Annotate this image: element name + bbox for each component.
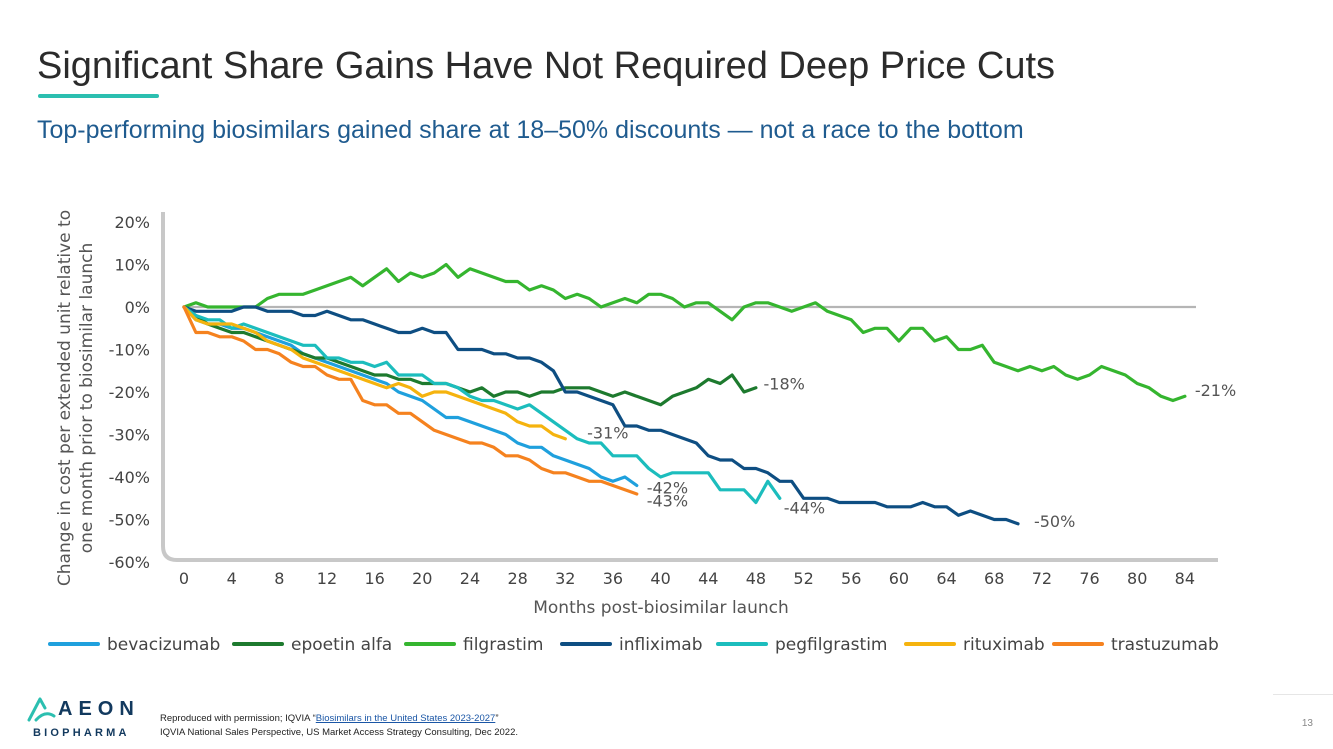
- x-tick-label: 40: [650, 569, 670, 588]
- y-axis-label-line-1: Change in cost per extended unit relativ…: [55, 210, 75, 586]
- x-axis-label: Months post-biosimilar launch: [533, 598, 789, 618]
- y-tick-label: 20%: [114, 213, 150, 232]
- legend-label-filgrastim: filgrastim: [463, 635, 543, 655]
- corner-divider: [1273, 694, 1333, 695]
- y-tick-label: 0%: [125, 298, 150, 317]
- axis-layer: 20%10%0%-10%-20%-30%-40%-50%-60%0 4 8 12 16 2…: [55, 210, 1218, 618]
- x-tick-label: 80: [1127, 569, 1147, 588]
- end-label-infliximab: -50%: [1034, 512, 1075, 531]
- series-line-epoetin-alfa: [182, 305, 758, 407]
- y-tick-label: -30%: [109, 426, 150, 445]
- x-tick-label: 60: [889, 569, 909, 588]
- legend-label-epoetin-alfa: epoetin alfa: [291, 635, 392, 655]
- x-tick-label: 44: [698, 569, 718, 588]
- series-line-trastuzumab: [182, 305, 639, 496]
- x-tick-label: 68: [984, 569, 1004, 588]
- series-line-infliximab: [182, 305, 1020, 526]
- end-label-bevacizumab: -42%: [647, 479, 688, 498]
- logo-subtitle: BIOPHARMA: [33, 727, 130, 739]
- x-tick-label: 84: [1175, 569, 1195, 588]
- series-layer: [182, 262, 1187, 526]
- y-tick-label: -50%: [109, 511, 150, 530]
- source-prefix: Reproduced with permission; IQVIA “: [160, 713, 316, 724]
- y-tick-label: -60%: [109, 553, 150, 572]
- series-line-pegfilgrastim: [182, 305, 782, 505]
- end-label-pegfilgrastim: -44%: [784, 499, 825, 518]
- x-tick-label: 4: [227, 569, 237, 588]
- line-chart: 20%10%0%-10%-20%-30%-40%-50%-60%0 4 8 12 16 2…: [48, 210, 1236, 655]
- y-axis-label-line-2: one month prior to biosimilar launch: [77, 243, 97, 554]
- page-number: 13: [1301, 718, 1313, 729]
- legend: bevacizumab epoetin alfa filgrastim inflixi…: [48, 635, 1219, 655]
- x-tick-label: 72: [1032, 569, 1052, 588]
- axis-lines: [161, 212, 1218, 562]
- legend-label-trastuzumab: trastuzumab: [1111, 635, 1219, 655]
- aeon-mark-icon: [27, 697, 56, 722]
- y-tick-label: 10%: [114, 256, 150, 275]
- label-layer: -42% -18% -21% -50% -44% -31% -43%: [587, 375, 1236, 531]
- source-suffix: ”: [495, 713, 499, 724]
- slide-subtitle: Top-performing biosimilars gained share …: [37, 116, 1024, 144]
- legend-label-pegfilgrastim: pegfilgrastim: [775, 635, 887, 655]
- x-tick-label: 32: [555, 569, 575, 588]
- x-tick-label: 76: [1079, 569, 1099, 588]
- x-tick-label: 24: [460, 569, 480, 588]
- series-line-filgrastim: [182, 262, 1187, 403]
- x-tick-label: 64: [936, 569, 956, 588]
- source-note: Reproduced with permission; IQVIA “Biosi…: [160, 712, 518, 740]
- x-tick-label: 8: [274, 569, 284, 588]
- y-tick-label: -40%: [109, 468, 150, 487]
- x-tick-label: 56: [841, 569, 861, 588]
- end-label-rituximab: -31%: [587, 423, 628, 442]
- x-tick-label: 28: [507, 569, 527, 588]
- aeon-logo: AEON BIOPHARMA: [27, 696, 137, 742]
- legend-label-rituximab: rituximab: [963, 635, 1045, 655]
- series-line-rituximab: [182, 305, 567, 441]
- y-tick-label: -10%: [109, 341, 150, 360]
- x-tick-label: 16: [364, 569, 384, 588]
- x-tick-label: 48: [746, 569, 766, 588]
- source-line-1: Reproduced with permission; IQVIA “Biosi…: [160, 712, 518, 726]
- slide-title: Significant Share Gains Have Not Require…: [37, 45, 1056, 87]
- end-label-epoetin-alfa: -18%: [763, 375, 804, 394]
- end-label-filgrastim: -21%: [1195, 381, 1236, 400]
- logo-wordmark: AEON: [58, 698, 140, 720]
- legend-label-infliximab: infliximab: [619, 635, 702, 655]
- x-tick-label: 52: [793, 569, 813, 588]
- x-tick-label: 0: [179, 569, 189, 588]
- y-axis-label: Change in cost per extended unit relativ…: [55, 210, 97, 586]
- x-tick-label: 36: [603, 569, 623, 588]
- legend-label-bevacizumab: bevacizumab: [107, 635, 220, 655]
- x-tick-label: 20: [412, 569, 432, 588]
- y-tick-label: -20%: [109, 383, 150, 402]
- title-underline: [38, 94, 159, 98]
- x-tick-label: 12: [317, 569, 337, 588]
- end-label-trastuzumab: -43%: [647, 491, 688, 510]
- source-line-2: IQVIA National Sales Perspective, US Mar…: [160, 727, 519, 738]
- source-link[interactable]: Biosimilars in the United States 2023-20…: [315, 713, 496, 724]
